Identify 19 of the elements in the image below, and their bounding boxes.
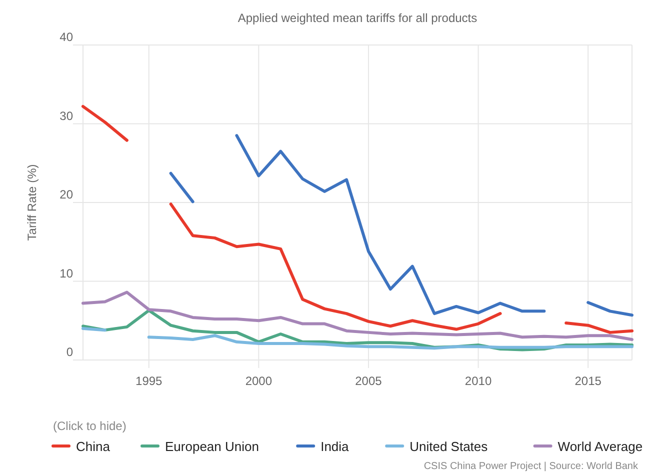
legend-title: (Click to hide)	[53, 419, 126, 433]
x-tick-label: 2010	[464, 374, 492, 388]
chart-title: Applied weighted mean tariffs for all products	[238, 11, 478, 25]
y-axis-title: Tariff Rate (%)	[25, 164, 39, 241]
legend-label: European Union	[165, 439, 259, 454]
legend-label: India	[320, 439, 350, 454]
x-tick-label: 1995	[136, 374, 163, 388]
x-tick-label: 2000	[245, 374, 272, 388]
legend-label: World Average	[558, 439, 643, 454]
y-tick-label: 20	[60, 188, 74, 202]
y-tick-label: 30	[60, 108, 74, 123]
y-tick-label: 0	[66, 345, 74, 359]
y-tick-label: 40	[60, 30, 74, 44]
text: CSIS China Power Project | Source: World Bank	[424, 461, 639, 472]
x-tick-label: 2015	[574, 374, 602, 388]
x-tick-label: 2005	[355, 374, 382, 388]
legend-label: China	[76, 439, 111, 454]
legend-label: United States	[410, 439, 488, 454]
y-tick-label: 10	[60, 266, 74, 280]
